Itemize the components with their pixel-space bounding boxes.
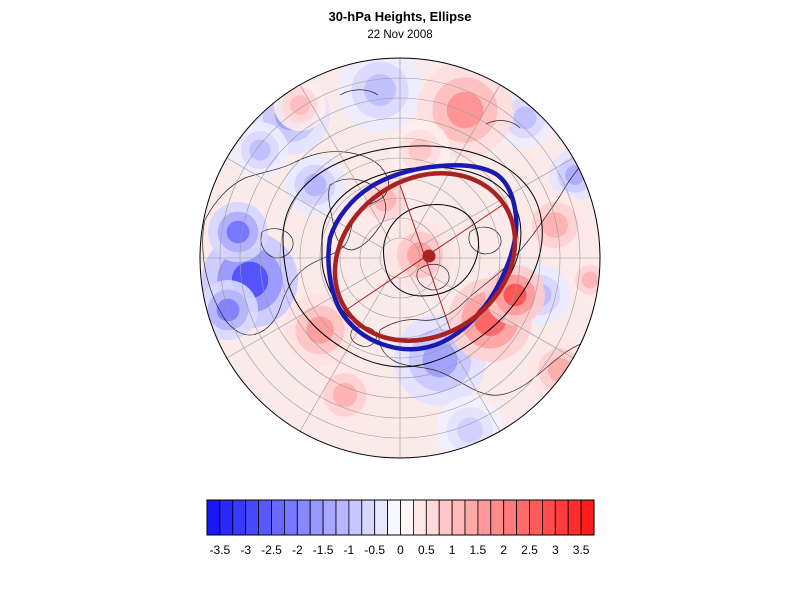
colorbar-swatch — [258, 499, 272, 536]
colorbar-tick-label: -3 — [240, 543, 252, 557]
polar-stereographic-map — [199, 57, 601, 459]
colorbar-swatch — [309, 499, 324, 536]
fitted-ellipse — [332, 171, 518, 343]
meridian-line — [417, 267, 574, 359]
colorbar-swatch — [374, 499, 389, 536]
positive-anomaly-patch — [542, 212, 568, 238]
meridian-line — [299, 275, 391, 432]
meridian-line — [226, 157, 383, 249]
meridian-line — [299, 84, 391, 241]
colorbar-tick-label: 2.5 — [521, 543, 538, 557]
colorbar-swatch — [516, 499, 530, 536]
colorbar-frame — [206, 499, 595, 536]
colorbar-swatch — [554, 499, 569, 536]
negative-anomaly-patch — [249, 139, 271, 161]
colorbar-swatch — [542, 499, 556, 536]
colorbar-tick-label: 2 — [500, 543, 508, 557]
colorbar-tick-label: 3.5 — [572, 543, 590, 557]
positive-anomaly-patch — [581, 271, 599, 289]
colorbar-swatch — [451, 499, 466, 536]
positive-anomaly-patch — [408, 138, 432, 162]
lat-lon-graticule — [200, 58, 600, 458]
positive-anomaly-patch — [290, 95, 310, 115]
colorbar-tick-label: 1.5 — [469, 543, 487, 557]
colorbar-tick-label: -0.5 — [364, 543, 386, 557]
colorbar-tick-label: -3.5 — [209, 543, 231, 557]
map-boundary — [199, 57, 601, 459]
colorbar-tick-label: 3 — [551, 543, 559, 557]
colorbar-swatch — [567, 499, 582, 536]
colorbar-tick-label: -1.5 — [312, 543, 334, 557]
colorbar-swatch — [464, 499, 479, 536]
colorbar-swatch — [529, 499, 543, 536]
colorbar-swatch — [322, 499, 337, 536]
colorbar-swatch — [348, 499, 363, 536]
colorbar-swatch — [335, 499, 350, 536]
colorbar-swatch — [271, 499, 285, 536]
colorbar-tick-label: 0 — [397, 543, 404, 557]
map-title: 30-hPa Heights, Ellipse — [328, 9, 472, 24]
colorbar-swatch — [477, 499, 492, 536]
colorbar-tick-label: -2.5 — [261, 543, 282, 557]
meridian-line — [417, 157, 574, 249]
colorbar-swatch — [412, 499, 427, 536]
colorbar-swatch — [361, 499, 376, 536]
colorbar-tick-label: 1 — [448, 543, 456, 557]
colorbar-tick-label: -1 — [343, 543, 355, 557]
colorbar-swatch — [206, 499, 221, 536]
colorbar-swatch — [387, 499, 401, 536]
positive-anomaly-patch — [503, 283, 527, 307]
map-date: 22 Nov 2008 — [367, 29, 433, 41]
colorbar-tick-label: 0.5 — [417, 543, 435, 557]
colorbar-swatch — [219, 499, 234, 536]
colorbar-swatches — [206, 499, 595, 536]
colorbar-swatch — [296, 499, 311, 536]
negative-anomaly-patch — [457, 417, 483, 443]
colorbar-swatch — [438, 499, 453, 536]
colorbar-swatch — [490, 499, 505, 536]
meridian-line — [409, 84, 501, 241]
colorbar-swatch — [283, 499, 298, 536]
colorbar-swatch — [232, 499, 247, 536]
colorbar-swatch — [425, 499, 440, 536]
negative-anomaly-patch — [226, 220, 250, 244]
ellipse-center-marker — [422, 249, 436, 263]
negative-anomaly-patch — [422, 342, 458, 378]
colorbar-swatch — [580, 499, 595, 536]
negative-anomaly-patch — [364, 74, 396, 106]
observed-vortex-edge — [326, 163, 519, 352]
colorbar-tick-label: -2 — [291, 543, 303, 557]
colorbar-swatch — [245, 499, 259, 536]
meridian-line — [226, 267, 383, 359]
colorbar-swatch — [400, 499, 414, 536]
meridian-line — [409, 275, 501, 432]
positive-anomaly-patch — [446, 91, 484, 129]
negative-anomaly-patch — [513, 106, 537, 130]
colorbar-swatch — [503, 499, 518, 536]
